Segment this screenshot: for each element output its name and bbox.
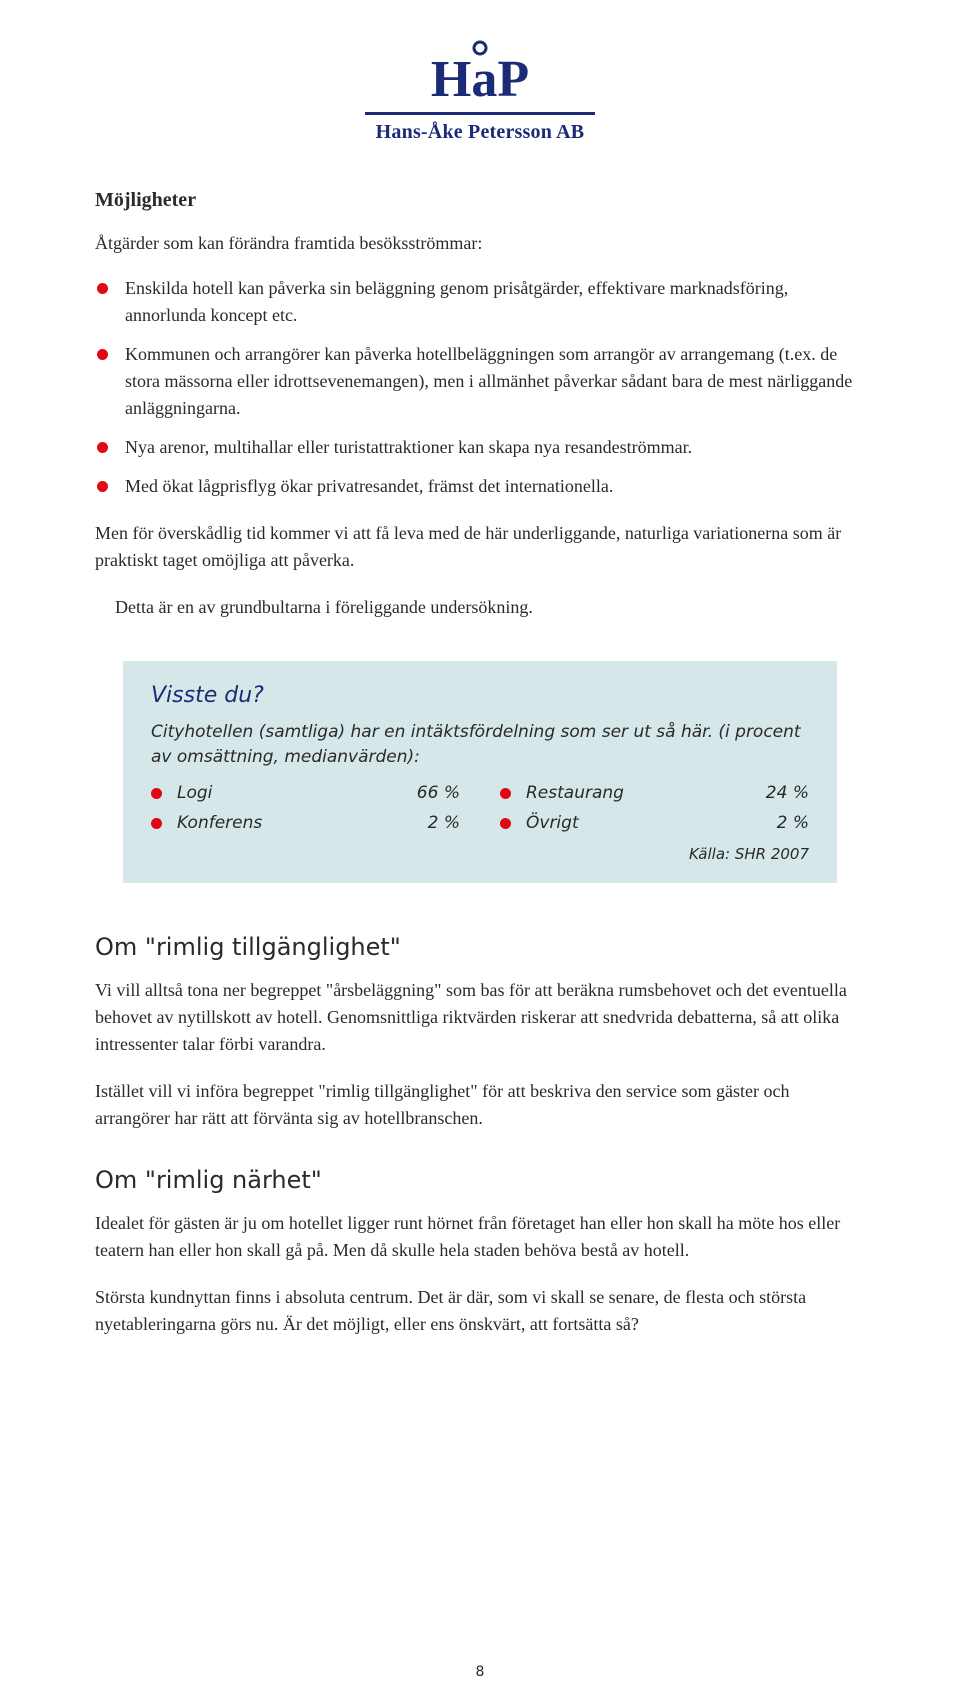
callout-item-value: 24 % (739, 783, 809, 803)
paragraph: Vi vill alltså tona ner begreppet "årsbe… (95, 977, 865, 1058)
heading-narhet: Om "rimlig närhet" (95, 1166, 865, 1194)
callout-box: Visste du? Cityhotellen (samtliga) har e… (123, 661, 837, 883)
svg-text:HaP: HaP (431, 51, 529, 106)
bullet-dot-icon (151, 788, 162, 799)
logo-company-name: Hans-Åke Petersson AB (95, 121, 865, 144)
callout-item-value: 66 % (390, 783, 460, 803)
callout-source: Källa: SHR 2007 (151, 845, 809, 863)
paragraph: Istället vill vi införa begreppet "rimli… (95, 1078, 865, 1132)
callout-item-label: Logi (177, 783, 390, 803)
callout-item-label: Restaurang (526, 783, 739, 803)
logo-header: HaP Hans-Åke Petersson AB (95, 40, 865, 144)
paragraph: Idealet för gästen är ju om hotellet lig… (95, 1210, 865, 1264)
callout-item: Logi66 % (151, 783, 460, 803)
bullet-list: Enskilda hotell kan påverka sin beläggni… (95, 275, 865, 500)
bullet-dot-icon (151, 818, 162, 829)
callout-title: Visste du? (151, 683, 809, 708)
paragraph: Men för överskådlig tid kommer vi att få… (95, 520, 865, 574)
callout-item-label: Konferens (177, 813, 390, 833)
callout-item-value: 2 % (390, 813, 460, 833)
bullet-item: Kommunen och arrangörer kan påverka hote… (95, 341, 865, 422)
bullet-dot-icon (500, 818, 511, 829)
callout-subtitle: Cityhotellen (samtliga) har en intäktsfö… (151, 720, 809, 769)
callout-item: Konferens2 % (151, 813, 460, 833)
paragraph: Detta är en av grundbultarna i föreligga… (95, 594, 865, 621)
heading-tillganglighet: Om "rimlig tillgänglighet" (95, 933, 865, 961)
intro-text: Åtgärder som kan förändra framtida besök… (95, 230, 865, 257)
bullet-dot-icon (500, 788, 511, 799)
section-title-mojligheter: Möjligheter (95, 189, 865, 212)
bullet-item: Nya arenor, multihallar eller turistattr… (95, 434, 865, 461)
bullet-item: Med ökat lågprisflyg ökar privatresandet… (95, 473, 865, 500)
callout-item-label: Övrigt (526, 813, 739, 833)
callout-item: Övrigt2 % (500, 813, 809, 833)
logo-divider (365, 112, 595, 115)
logo-mark-icon: HaP (420, 40, 540, 106)
callout-item-value: 2 % (739, 813, 809, 833)
paragraph: Största kundnyttan finns i absoluta cent… (95, 1284, 865, 1338)
page-number: 8 (0, 1664, 960, 1680)
callout-item: Restaurang24 % (500, 783, 809, 803)
callout-data-grid: Logi66 %Restaurang24 %Konferens2 %Övrigt… (151, 783, 809, 833)
bullet-item: Enskilda hotell kan påverka sin beläggni… (95, 275, 865, 329)
